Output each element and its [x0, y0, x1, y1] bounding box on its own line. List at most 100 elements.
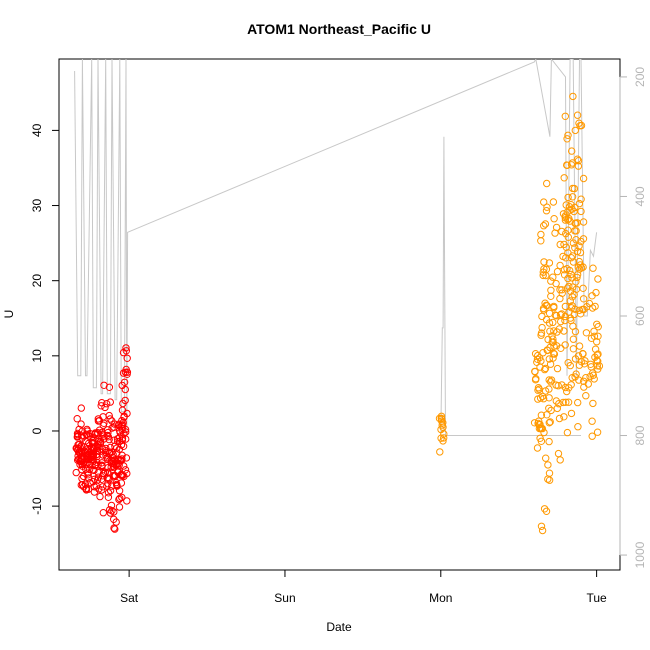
data-point — [573, 111, 582, 119]
data-point — [549, 354, 557, 362]
data-point — [540, 428, 548, 437]
x-axis-label: Date — [326, 620, 352, 634]
data-point — [565, 282, 573, 291]
data-point — [537, 522, 546, 530]
data-point — [571, 355, 580, 363]
data-point — [588, 432, 596, 440]
data-point — [576, 310, 585, 318]
data-point — [575, 306, 584, 314]
data-point — [552, 381, 560, 389]
data-point — [562, 201, 570, 209]
data-point — [549, 318, 557, 327]
data-point — [579, 235, 588, 243]
data-point — [72, 444, 80, 452]
data-point — [589, 399, 597, 408]
data-point — [96, 492, 104, 501]
data-point — [561, 112, 569, 121]
data-point — [595, 362, 604, 370]
data-point — [561, 341, 569, 349]
data-point — [545, 476, 554, 484]
y-axis-right: 200 400 600 800 1000 — [619, 67, 647, 568]
data-point — [108, 417, 116, 425]
data-point — [119, 442, 128, 450]
data-point — [575, 242, 583, 250]
data-point — [541, 387, 550, 395]
data-point — [575, 342, 584, 350]
data-point — [83, 427, 92, 435]
data-point — [77, 404, 86, 412]
data-point — [547, 376, 556, 384]
data-point — [104, 433, 113, 441]
data-point — [440, 430, 448, 438]
data-point — [108, 424, 116, 432]
plot-area — [58, 58, 621, 571]
data-point — [566, 297, 574, 305]
data-point — [545, 404, 553, 412]
y-axis-label: U — [2, 310, 16, 319]
data-point — [96, 438, 104, 446]
data-point — [546, 418, 554, 426]
data-point — [122, 344, 130, 352]
overlay-line-segment — [440, 136, 581, 436]
y-axis-left: -10 0 10 20 30 40 — [30, 123, 60, 515]
y2-tick-label: 400 — [633, 186, 647, 206]
data-point — [582, 374, 590, 382]
data-point — [117, 470, 126, 478]
data-point — [579, 174, 588, 183]
data-point — [550, 215, 558, 223]
data-point — [543, 411, 551, 419]
data-point — [591, 302, 599, 311]
data-point — [94, 469, 103, 477]
data-point — [563, 387, 571, 396]
data-point — [540, 198, 548, 206]
data-point — [123, 370, 131, 378]
data-point — [123, 354, 131, 362]
data-point — [547, 292, 555, 300]
data-point — [119, 421, 127, 429]
data-point — [584, 380, 592, 388]
data-point — [572, 227, 580, 235]
data-point — [122, 435, 130, 443]
data-point — [567, 304, 576, 312]
data-point — [119, 471, 127, 480]
data-point — [568, 147, 576, 155]
data-point — [537, 331, 545, 339]
data-point — [579, 295, 588, 303]
data-point — [536, 420, 544, 429]
data-point — [85, 432, 93, 440]
data-point — [108, 482, 116, 490]
data-point — [94, 473, 103, 481]
data-point — [436, 448, 444, 456]
data-point — [542, 507, 551, 515]
data-point — [111, 525, 119, 533]
data-point — [537, 230, 545, 239]
data-point — [119, 399, 127, 408]
data-point — [558, 227, 566, 236]
data-point — [86, 454, 94, 463]
data-point — [545, 259, 554, 267]
data-point — [571, 305, 579, 313]
data-point — [78, 481, 87, 489]
data-point — [115, 495, 123, 504]
data-point — [110, 515, 118, 523]
data-point — [572, 236, 580, 244]
data-point — [540, 222, 548, 230]
data-point — [545, 376, 553, 384]
data-point — [543, 203, 551, 211]
data-point — [562, 254, 570, 262]
data-point — [550, 350, 559, 358]
data-point — [568, 274, 576, 282]
data-point — [97, 437, 105, 446]
overlay-line — [74, 59, 598, 436]
data-point — [83, 430, 91, 439]
data-point — [593, 428, 602, 436]
data-point — [568, 205, 576, 213]
data-point — [545, 437, 553, 446]
data-point — [531, 368, 539, 376]
x-tick-label: Sun — [274, 591, 295, 605]
x-tick-label: Sat — [120, 591, 139, 605]
data-point — [118, 424, 127, 432]
y-tick-label: 20 — [30, 274, 44, 288]
data-point — [107, 501, 116, 510]
data-point — [541, 220, 550, 228]
